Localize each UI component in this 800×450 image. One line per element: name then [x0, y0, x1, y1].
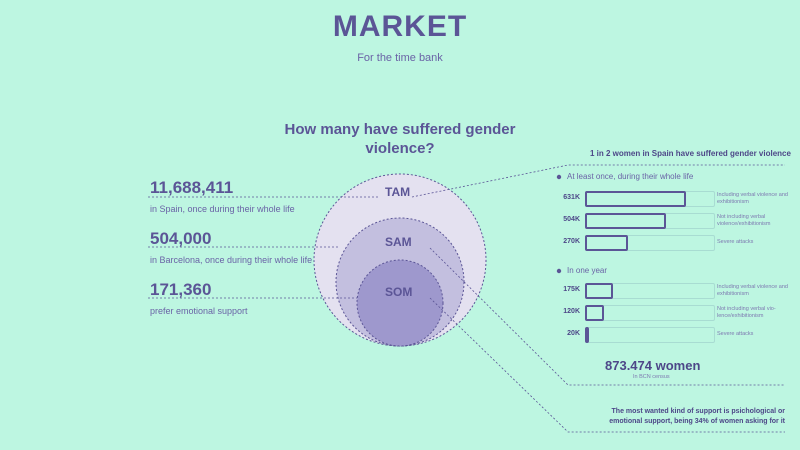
som-label: SOM [385, 285, 413, 299]
bar-description: Including verbal violence and exhibition… [717, 192, 788, 205]
bar-description: Including verbal violence and exhibition… [717, 284, 788, 297]
stat-som: 171,360 prefer emotional support [150, 280, 248, 316]
bar-value-label: 631K [563, 194, 580, 201]
bar-value-label: 120K [563, 308, 580, 315]
footnote: The most wanted kind of support is psich… [560, 407, 785, 427]
footnote-line: emotional support, being 34% of women as… [609, 418, 785, 425]
stat-value: 171,360 [150, 280, 212, 299]
stat-desc: prefer emotional support [150, 306, 248, 316]
bar-track [585, 305, 715, 321]
bar [585, 327, 589, 343]
page-subtitle: For the time bank [357, 52, 443, 64]
group-bullet [556, 268, 562, 274]
bar-description: Not including verbal violence/exhibition… [717, 214, 771, 227]
bar-description: Not including verbal vio-lence/exhibitio… [717, 306, 776, 319]
stat-value: 504,000 [150, 229, 212, 248]
bar-description: Severe attacks [717, 239, 754, 245]
bar [585, 305, 605, 321]
group-bullet [556, 174, 562, 180]
stat-tam: 11,688,411 in Spain, once during their w… [150, 178, 295, 214]
bar [585, 235, 629, 251]
panel-heading: 1 in 2 women in Spain have suffered gend… [590, 149, 791, 158]
tam-panel-connector [411, 164, 785, 198]
sam-panel-connector [429, 247, 785, 386]
sam-label: SAM [385, 235, 412, 249]
bar [585, 213, 666, 229]
total-subtext: In BCN census [633, 374, 670, 380]
stat-value: 11,688,411 [150, 178, 234, 197]
question-heading: How many have suffered gender violence? [284, 121, 516, 157]
bar-value-label: 270K [563, 238, 580, 245]
footnote-line: The most wanted kind of support is psich… [611, 408, 785, 415]
bar [585, 283, 613, 299]
group-title: At least once, during their whole life [567, 172, 694, 181]
bar-value-label: 504K [563, 216, 580, 223]
stat-desc: in Barcelona, once during their whole li… [150, 255, 313, 265]
group-title: In one year [567, 266, 608, 275]
bar-value-label: 20K [567, 330, 580, 337]
bar-value-label: 175K [563, 286, 580, 293]
stat-sam: 504,000 in Barcelona, once during their … [150, 229, 312, 265]
total-value: 873.474 women [605, 358, 701, 373]
tam-label: TAM [385, 185, 411, 199]
page-title: MARKET [332, 10, 468, 43]
stat-desc: in Spain, once during their whole life [150, 204, 295, 214]
som-circle [356, 259, 444, 347]
bar-track [585, 327, 715, 343]
bar [585, 191, 686, 207]
bar-description: Severe attacks [717, 331, 754, 337]
som-panel-connector [429, 297, 785, 433]
